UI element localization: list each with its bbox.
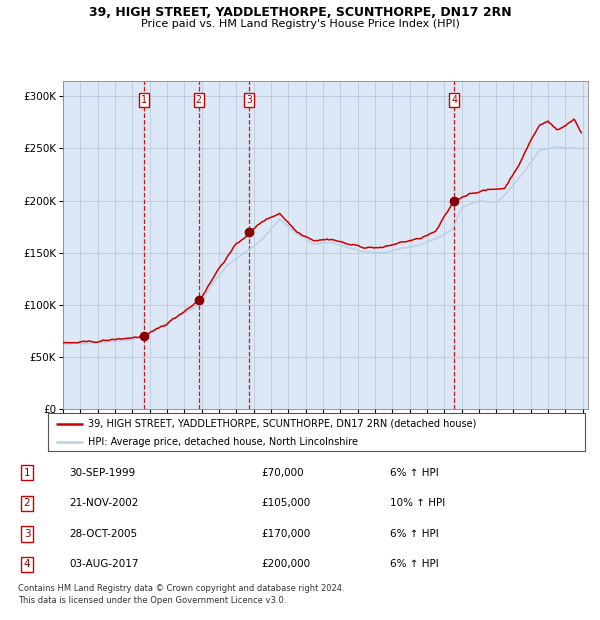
Text: 4: 4 xyxy=(23,559,31,569)
Text: This data is licensed under the Open Government Licence v3.0.: This data is licensed under the Open Gov… xyxy=(18,596,286,606)
Text: £200,000: £200,000 xyxy=(261,559,310,569)
Text: Price paid vs. HM Land Registry's House Price Index (HPI): Price paid vs. HM Land Registry's House … xyxy=(140,19,460,29)
Text: 6% ↑ HPI: 6% ↑ HPI xyxy=(390,468,439,478)
Text: 1: 1 xyxy=(141,95,147,105)
Text: 3: 3 xyxy=(247,95,252,105)
Text: 30-SEP-1999: 30-SEP-1999 xyxy=(69,468,135,478)
Text: 6% ↑ HPI: 6% ↑ HPI xyxy=(390,529,439,539)
Text: £70,000: £70,000 xyxy=(261,468,304,478)
Text: 4: 4 xyxy=(451,95,457,105)
Text: HPI: Average price, detached house, North Lincolnshire: HPI: Average price, detached house, Nort… xyxy=(88,437,358,447)
Text: Contains HM Land Registry data © Crown copyright and database right 2024.: Contains HM Land Registry data © Crown c… xyxy=(18,584,344,593)
Text: £170,000: £170,000 xyxy=(261,529,310,539)
Text: 2: 2 xyxy=(23,498,31,508)
Text: £105,000: £105,000 xyxy=(261,498,310,508)
Text: 28-OCT-2005: 28-OCT-2005 xyxy=(69,529,137,539)
Text: 03-AUG-2017: 03-AUG-2017 xyxy=(69,559,139,569)
Text: 39, HIGH STREET, YADDLETHORPE, SCUNTHORPE, DN17 2RN (detached house): 39, HIGH STREET, YADDLETHORPE, SCUNTHORP… xyxy=(88,418,476,428)
Text: 1: 1 xyxy=(23,468,31,478)
Text: 39, HIGH STREET, YADDLETHORPE, SCUNTHORPE, DN17 2RN: 39, HIGH STREET, YADDLETHORPE, SCUNTHORP… xyxy=(89,6,511,19)
Text: 3: 3 xyxy=(23,529,31,539)
Text: 2: 2 xyxy=(196,95,202,105)
Text: 10% ↑ HPI: 10% ↑ HPI xyxy=(390,498,445,508)
Text: 21-NOV-2002: 21-NOV-2002 xyxy=(69,498,139,508)
Text: 6% ↑ HPI: 6% ↑ HPI xyxy=(390,559,439,569)
